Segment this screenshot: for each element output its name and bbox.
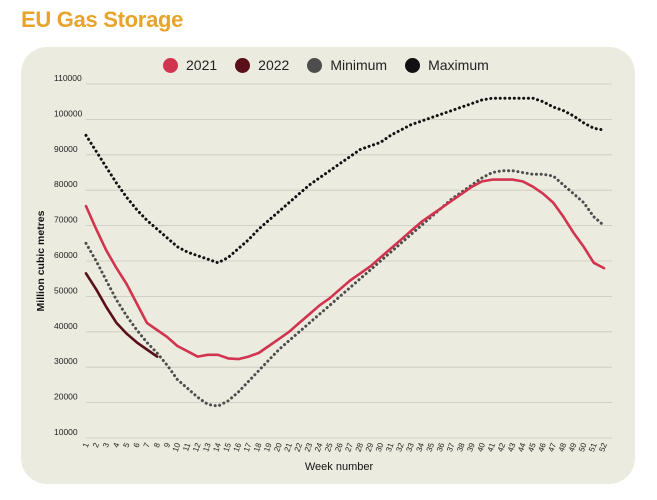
x-tick-label: 25 [323,441,335,453]
legend-label-2022: 2022 [258,57,290,73]
y-tick-label: 70000 [54,215,78,225]
x-tick-label: 33 [404,441,416,453]
x-tick-label: 15 [222,441,234,453]
x-tick-label: 6 [132,441,142,449]
legend-swatch-2022 [235,57,251,73]
x-tick-label: 28 [354,441,366,453]
x-tick-label: 35 [425,441,437,453]
y-tick-label: 90000 [54,144,78,154]
series-line-minimum [84,169,606,408]
x-tick-label: 3 [101,441,111,449]
x-tick-label: 11 [181,441,192,452]
y-axis-label: Million cubic metres [35,210,47,311]
x-tick-label: 13 [201,441,213,453]
x-tick-label: 7 [142,441,152,449]
legend-label-minimum: Minimum [330,57,388,73]
x-tick-label: 22 [293,441,305,453]
series-line-2022 [84,272,159,358]
x-tick-label: 21 [283,441,295,453]
y-tick-label: 40000 [54,321,78,331]
x-tick-label: 48 [557,441,569,453]
x-tick-label: 34 [415,441,427,453]
x-tick-label: 10 [171,441,183,453]
y-tick-label: 60000 [54,250,78,260]
x-tick-label: 38 [455,441,467,453]
x-tick-label: 31 [384,441,396,453]
x-tick-label: 41 [486,441,498,453]
series-line-2021 [84,178,606,361]
legend-item-maximum[interactable]: Maximum [405,57,489,73]
x-tick-label: 36 [435,441,447,453]
y-axis: 10000 20000 30000 40000 50000 60000 70000 80000… [54,73,83,437]
x-tick-label: 9 [162,441,172,449]
x-tick-label: 49 [567,441,579,453]
y-tick-label: 10000 [54,427,78,437]
x-tick-label: 5 [122,441,132,449]
legend-swatch-maximum [405,57,421,73]
x-tick-label: 37 [445,441,457,453]
series-line-maximum [84,96,606,265]
y-tick-label: 50000 [54,285,78,295]
x-tick-label: 1 [81,441,91,449]
x-tick-label: 23 [303,441,315,453]
x-tick-label: 26 [333,441,345,453]
x-tick-label: 12 [191,441,203,453]
x-tick-label: 8 [152,441,162,449]
legend-label-2021: 2021 [186,57,218,73]
x-tick-label: 17 [242,441,254,453]
legend-item-2022[interactable]: 2022 [235,57,289,73]
x-tick-label: 2 [91,441,101,449]
y-tick-label: 80000 [54,179,78,189]
x-tick-label: 16 [232,441,244,453]
legend: 2021 2022 Minimum Maximum [163,57,507,73]
x-tick-label: 43 [506,441,518,453]
x-tick-label: 40 [475,441,487,453]
y-tick-label: 100000 [54,108,83,118]
x-tick-label: 14 [211,441,223,453]
x-tick-label: 50 [577,441,589,453]
y-tick-label: 30000 [54,356,78,366]
x-tick-label: 51 [587,441,599,453]
x-tick-label: 19 [262,441,274,453]
y-tick-label: 20000 [54,392,78,402]
x-tick-label: 44 [516,441,528,453]
x-axis: 1 2 3 4 5 6 7 8 91011121314151617181920212223242… [81,441,609,453]
legend-item-minimum[interactable]: Minimum [307,57,387,73]
x-tick-label: 20 [272,441,284,453]
chart-panel [21,47,635,484]
legend-swatch-2021 [163,57,178,73]
legend-swatch-minimum [307,57,323,73]
gridlines [86,83,612,439]
legend-item-2021[interactable]: 2021 [163,57,217,73]
x-tick-label: 42 [496,441,508,453]
x-tick-label: 47 [547,441,559,453]
y-tick-label: 110000 [54,73,82,83]
x-tick-label: 32 [394,441,406,453]
chart-title: EU Gas Storage [21,7,184,32]
x-tick-label: 30 [374,441,386,453]
x-tick-label: 39 [465,441,477,453]
x-tick-label: 4 [111,441,121,449]
x-tick-label: 52 [597,441,609,453]
x-tick-label: 29 [364,441,376,453]
x-tick-label: 45 [526,441,538,453]
x-tick-label: 27 [343,441,355,453]
x-tick-label: 46 [536,441,548,453]
legend-label-maximum: Maximum [428,57,489,73]
x-tick-label: 18 [252,441,264,453]
x-axis-label: Week number [305,461,374,473]
x-tick-label: 24 [313,441,325,453]
